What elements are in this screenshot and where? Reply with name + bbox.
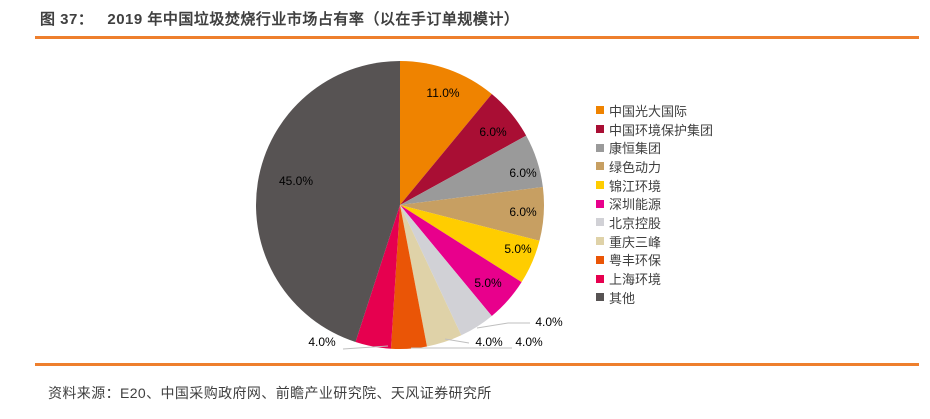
figure-title-row: 图 37： 2019 年中国垃圾焚烧行业市场占有率（以在手订单规模计） xyxy=(40,8,519,29)
legend-swatch-icon xyxy=(596,255,604,264)
legend-label: 深圳能源 xyxy=(609,197,662,213)
legend-item-6: 北京控股 xyxy=(596,213,713,232)
top-divider xyxy=(35,36,919,39)
percent-label-9: 4.0% xyxy=(308,335,336,349)
legend-swatch-icon xyxy=(596,143,604,152)
pie-slice-5 xyxy=(400,205,522,316)
legend-swatch-icon xyxy=(596,125,604,134)
legend-label: 上海环境 xyxy=(609,272,662,288)
pie-slice-3 xyxy=(400,186,544,241)
legend-label: 中国光大国际 xyxy=(609,103,688,119)
legend-swatch-icon xyxy=(596,162,604,171)
percent-label-7: 4.0% xyxy=(475,335,503,349)
pie-chart: 11.0% 6.0% 6.0% 6.0% 5.0% 5.0% 4.0% 4.0% 4.0% 4.0… xyxy=(256,61,563,350)
percent-label-8: 4.0% xyxy=(515,335,543,349)
legend-label: 北京控股 xyxy=(609,215,662,231)
legend-label: 中国环境保护集团 xyxy=(609,122,714,138)
pie-slice-7 xyxy=(400,205,462,347)
figure-title: 2019 年中国垃圾焚烧行业市场占有率（以在手订单规模计） xyxy=(107,11,520,28)
bottom-divider xyxy=(35,363,919,366)
chart-legend: 中国光大国际中国环境保护集团 康恒集团绿色动力锦江环境深圳能源北京控股重庆三峰粤丰… xyxy=(596,101,713,307)
legend-item-0: 中国光大国际 xyxy=(596,101,713,120)
leader-line-6 xyxy=(476,322,530,329)
legend-label: 粤丰环保 xyxy=(609,253,662,269)
legend-item-2: 康恒集团 xyxy=(596,138,713,157)
legend-swatch-icon xyxy=(596,199,604,208)
percent-label-10: 45.0% xyxy=(279,174,313,188)
legend-label: 重庆三峰 xyxy=(609,234,662,250)
pie-slice-8 xyxy=(390,205,427,350)
pie-slice-10 xyxy=(256,61,400,342)
legend-label: 康恒集团 xyxy=(609,141,662,157)
legend-label: 其他 xyxy=(609,290,636,306)
percent-label-5: 5.0% xyxy=(474,276,502,290)
leader-line-9 xyxy=(342,345,389,350)
pie-slice-9 xyxy=(355,205,400,349)
percent-label-2: 6.0% xyxy=(509,166,537,180)
pie-slice-6 xyxy=(400,205,492,336)
legend-swatch-icon xyxy=(596,237,604,246)
legend-label: 锦江环境 xyxy=(609,178,662,194)
percent-label-6: 4.0% xyxy=(535,315,563,329)
legend-item-4: 锦江环境 xyxy=(596,176,713,195)
leader-line-7 xyxy=(444,338,470,344)
legend-swatch-icon xyxy=(596,293,604,302)
legend-swatch-icon xyxy=(596,106,604,115)
legend-swatch-icon xyxy=(596,274,604,283)
pie-slice-4 xyxy=(400,205,540,283)
legend-swatch-icon xyxy=(596,181,604,190)
legend-swatch-icon xyxy=(596,218,604,227)
legend-item-7: 重庆三峰 xyxy=(596,232,713,251)
legend-label: 绿色动力 xyxy=(609,159,662,175)
legend-item-3: 绿色动力 xyxy=(596,157,713,176)
pie-slice-0 xyxy=(400,61,492,205)
percent-label-1: 6.0% xyxy=(479,125,507,139)
percent-label-0: 11.0% xyxy=(426,86,459,100)
legend-item-10: 其他 xyxy=(596,288,713,307)
pie-slice-2 xyxy=(400,135,543,205)
legend-item-9: 上海环境 xyxy=(596,269,713,288)
percent-label-4: 5.0% xyxy=(504,242,532,256)
source-note: 资料来源：E20、中国采购政府网、前瞻产业研究院、天风证券研究所 xyxy=(48,385,492,401)
pie-slice-1 xyxy=(400,94,527,205)
legend-item-5: 深圳能源 xyxy=(596,194,713,213)
legend-item-1: 中国环境保护集团 xyxy=(596,120,713,139)
figure-number: 图 37： xyxy=(40,11,94,28)
percent-label-3: 6.0% xyxy=(509,205,537,219)
legend-item-8: 粤丰环保 xyxy=(596,251,713,270)
